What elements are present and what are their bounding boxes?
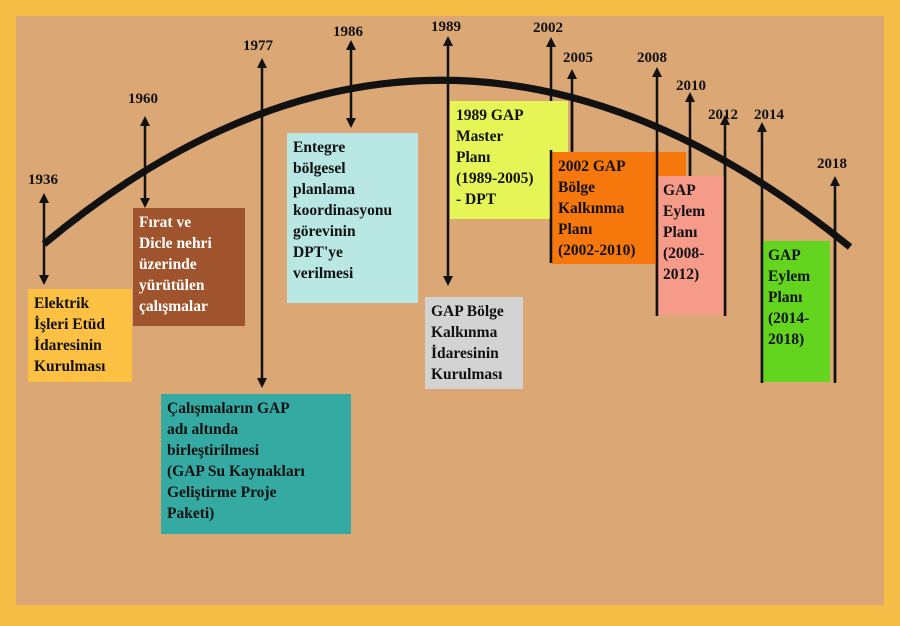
year-label-2005: 2005: [563, 50, 593, 66]
event-box-1936: Elektrik İşleri Etüd İdaresinin Kurulmas…: [28, 289, 132, 382]
year-label-1936: 1936: [28, 172, 58, 188]
event-box-2014: GAP Eylem Planı (2014- 2018): [762, 241, 830, 382]
event-box-1989: GAP Bölge Kalkınma İdaresinin Kurulması: [425, 297, 523, 389]
year-label-1977: 1977: [243, 38, 273, 54]
year-label-1989: 1989: [431, 19, 461, 35]
event-box-1986: Entegre bölgesel planlama koordinasyonu …: [287, 133, 418, 303]
year-label-2014: 2014: [754, 107, 784, 123]
year-label-2010: 2010: [676, 78, 706, 94]
year-label-2008: 2008: [637, 50, 667, 66]
year-label-2012: 2012: [708, 107, 738, 123]
year-label-2018: 2018: [817, 156, 847, 172]
event-box-1960: Fırat ve Dicle nehri üzerinde yürütülen …: [133, 208, 245, 326]
year-label-1986: 1986: [333, 24, 363, 40]
event-box-2002: 2002 GAP Bölge Kalkınma Planı (2002-2010…: [552, 152, 686, 264]
event-box-1989-master: 1989 GAP Master Planı (1989-2005) - DPT: [450, 101, 568, 219]
event-box-2008: GAP Eylem Planı (2008- 2012): [657, 176, 725, 315]
event-box-1977: Çalışmaların GAP adı altında birleştiril…: [161, 394, 351, 534]
year-label-2002: 2002: [533, 20, 563, 36]
year-label-1960: 1960: [128, 91, 158, 107]
